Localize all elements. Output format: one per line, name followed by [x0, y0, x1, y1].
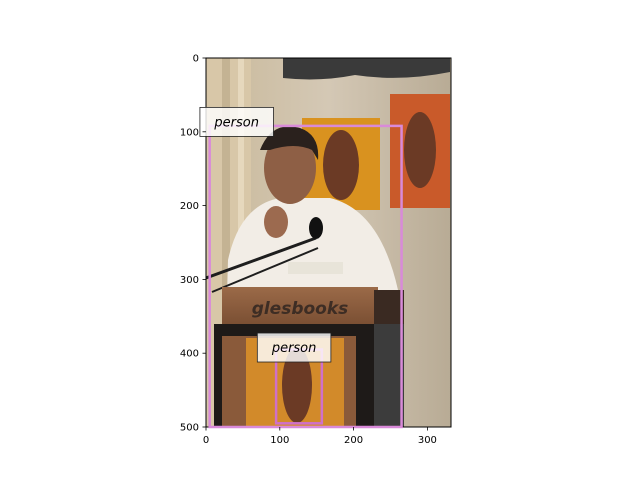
x-tick-label: 300: [418, 435, 437, 446]
y-tick-label: 400: [180, 349, 199, 360]
x-tick-label: 0: [203, 435, 209, 446]
bbox-label: person: [256, 332, 332, 363]
y-tick-label: 300: [180, 275, 199, 286]
bbox-label-text: person: [271, 341, 317, 356]
x-tick-label: 100: [270, 435, 289, 446]
bbox-label-background: [199, 106, 274, 137]
x-tick-label: 200: [344, 435, 363, 446]
y-tick-label: 100: [180, 127, 199, 138]
y-tick-label: 200: [180, 201, 199, 212]
svg-text:glesbooks: glesbooks: [252, 299, 349, 319]
bbox-label-background: [256, 332, 332, 363]
y-tick-label: 0: [193, 54, 199, 65]
bbox-label-text: person: [213, 115, 259, 130]
y-tick-label: 500: [180, 423, 199, 434]
bbox-person: [208, 124, 403, 429]
bbox-label: person: [199, 106, 274, 137]
